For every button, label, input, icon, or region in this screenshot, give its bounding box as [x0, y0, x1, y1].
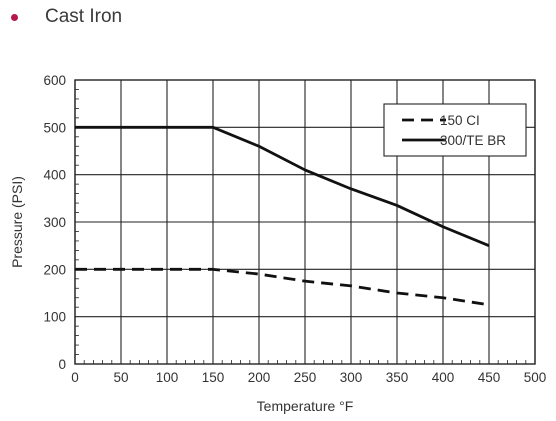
- y-tick-label: 300: [43, 215, 66, 230]
- x-tick-label: 100: [156, 370, 179, 385]
- axes: [74, 79, 536, 365]
- legend-label-2: 300/TE BR: [440, 133, 506, 148]
- y-tick-label: 500: [43, 120, 66, 135]
- x-tick-label: 150: [202, 370, 225, 385]
- legend-box: [383, 103, 527, 157]
- legend-label-1: 150 CI: [440, 113, 480, 128]
- x-tick-label: 350: [386, 370, 409, 385]
- y-tick-label: 600: [43, 73, 66, 88]
- axis-labels: Temperature °F Pressure (PSI): [9, 176, 353, 414]
- tick-labels: 0 50 100 150 200 250 300 350 400 450 500 0 100 200 300…: [43, 73, 546, 385]
- series-line-2: [75, 125, 490, 247]
- x-tick-label: 200: [248, 370, 271, 385]
- bullet-icon: [11, 13, 18, 21]
- x-tick-label: 300: [340, 370, 363, 385]
- series-layer: [75, 125, 490, 307]
- y-axis-label: Pressure (PSI): [9, 176, 25, 268]
- heading-title: Cast Iron: [45, 6, 123, 27]
- x-tick-label: 500: [524, 370, 547, 385]
- x-tick-label: 450: [478, 370, 501, 385]
- section-heading: Cast Iron: [8, 2, 122, 32]
- x-tick-label: 0: [71, 370, 79, 385]
- legend: 150 CI 300/TE BR: [383, 103, 527, 157]
- y-tick-label: 0: [58, 357, 66, 372]
- y-tick-label: 200: [43, 262, 66, 277]
- y-tick-label: 100: [43, 310, 66, 325]
- x-axis-label: Temperature °F: [257, 398, 354, 414]
- x-tick-label: 400: [432, 370, 455, 385]
- series-line-1: [75, 267, 490, 307]
- plot-frame: [74, 79, 536, 365]
- y-tick-label: 400: [43, 168, 66, 183]
- x-tick-label: 250: [294, 370, 317, 385]
- x-tick-label: 50: [113, 370, 128, 385]
